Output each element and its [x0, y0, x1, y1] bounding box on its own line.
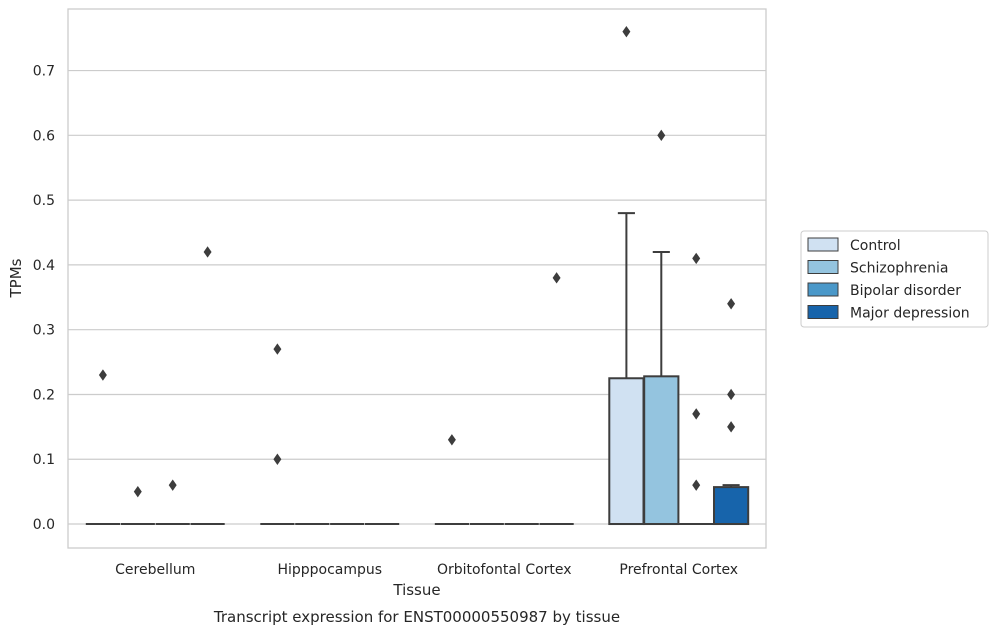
outlier-point: [273, 453, 282, 465]
box-control: [608, 25, 645, 526]
chart-caption: Transcript expression for ENST0000055098…: [213, 608, 620, 626]
legend-swatch: [807, 282, 839, 297]
outlier-point: [133, 485, 142, 498]
box-schizophrenia: [120, 485, 155, 526]
outlier-point: [273, 343, 282, 355]
outlier-point: [692, 408, 701, 420]
legend-label: Major depression: [850, 306, 970, 322]
box-major-depression: [190, 246, 225, 526]
box-major-depression: [539, 272, 574, 526]
box-schizophrenia: [643, 129, 680, 526]
legend-swatch: [807, 260, 839, 274]
y-tick-label: 0.0: [33, 517, 55, 533]
outlier-point: [727, 421, 736, 433]
box-control: [434, 434, 470, 526]
outlier-point: [447, 434, 456, 446]
outlier-point: [622, 25, 631, 38]
x-tick-label: Prefrontal Cortex: [619, 562, 738, 578]
box-body: [712, 486, 750, 526]
outlier-point: [168, 479, 177, 491]
box-control: [85, 369, 121, 526]
box-bipolar-disorder: [155, 479, 190, 526]
x-axis-label: Tissue: [392, 581, 440, 599]
y-tick-label: 0.6: [33, 128, 55, 144]
box-major-depression: [712, 298, 750, 526]
y-tick-label: 0.1: [33, 452, 55, 468]
y-tick-label: 0.7: [33, 64, 55, 80]
legend-label: Bipolar disorder: [850, 283, 961, 299]
y-axis-label: TPMs: [7, 258, 25, 298]
grid-lines: [68, 69, 766, 525]
box-body: [643, 375, 680, 526]
y-tick-label: 0.3: [33, 323, 55, 339]
legend: Control Schizophrenia Bipolar disorder Majo…: [800, 230, 989, 328]
y-tick-label: 0.2: [33, 387, 55, 403]
outlier-point: [203, 246, 212, 258]
x-tick-label: Orbitofontal Cortex: [437, 562, 572, 578]
x-axis-ticks: Cerebellum Hipppocampus Orbitofontal Corte…: [115, 562, 738, 578]
x-tick-label: Cerebellum: [115, 562, 195, 578]
legend-label: Control: [850, 238, 901, 254]
outlier-point: [657, 129, 666, 142]
legend-swatch: [807, 237, 839, 252]
outlier-point: [727, 388, 736, 401]
y-tick-label: 0.5: [33, 193, 55, 209]
outlier-point: [98, 369, 107, 381]
outlier-point: [692, 479, 701, 491]
box-bipolar-disorder: [679, 252, 714, 526]
plot-area-frame: [67, 8, 767, 549]
y-tick-label: 0.4: [33, 258, 55, 274]
y-axis-ticks: 0.0 0.1 0.2 0.3 0.4 0.5 0.6 0.7: [33, 64, 55, 533]
x-tick-label: Hipppocampus: [277, 562, 382, 578]
legend-swatch: [807, 305, 839, 319]
legend-label: Schizophrenia: [850, 261, 948, 277]
outlier-point: [727, 298, 736, 310]
box-body: [608, 377, 645, 526]
outlier-point: [692, 252, 701, 265]
legend-frame: [800, 230, 989, 328]
box-control: [260, 343, 295, 526]
outlier-point: [552, 272, 561, 284]
box-layer: [85, 25, 750, 526]
